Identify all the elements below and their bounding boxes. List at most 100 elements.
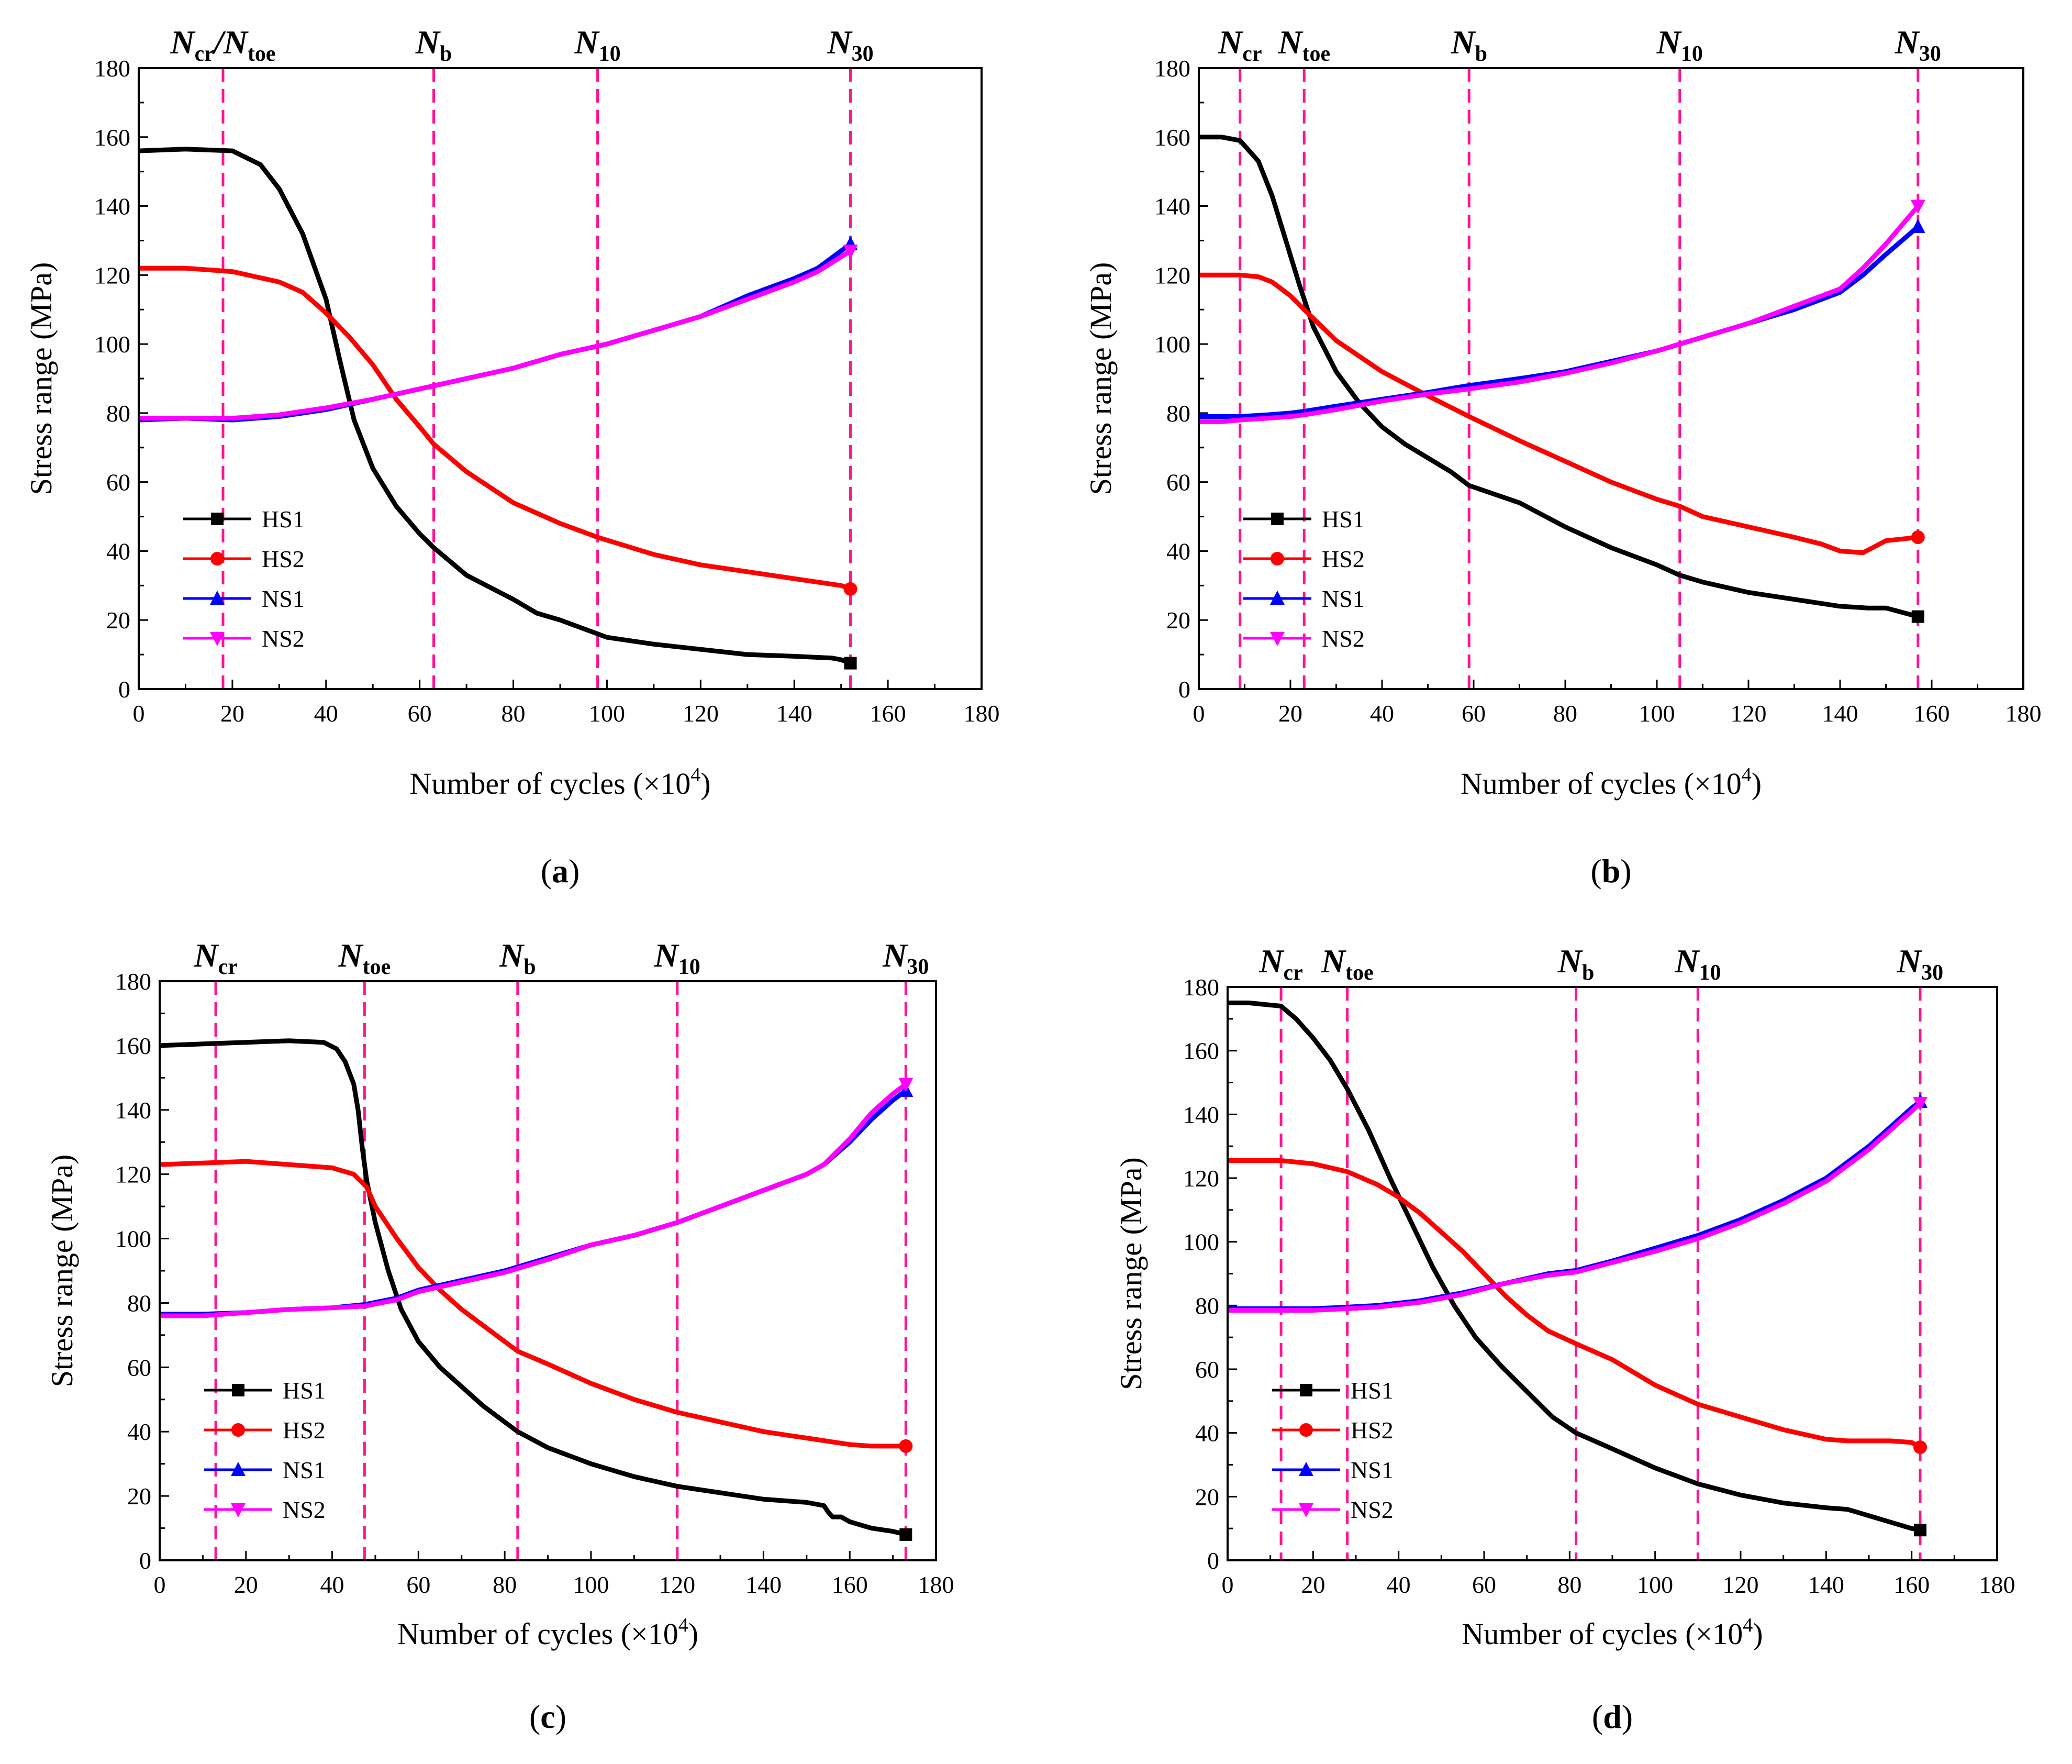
x-tick-label: 180 (918, 1571, 954, 1598)
legend-label-ns2: NS2 (1351, 1496, 1394, 1523)
panel-a: 0 20 40 60 80 100 120 140 160 180 0 20 40 60 80 100 120 1… (24, 24, 1000, 890)
y-axis-title: Stress range (MPa) (1114, 1157, 1148, 1390)
series-line-hs1 (1199, 135, 1921, 619)
x-tick-label: 160 (832, 1571, 868, 1598)
ns2-marker (1910, 199, 1925, 214)
legend: HS1 HS2 NS1 NS2 (1243, 506, 1365, 652)
y-tick-label: 180 (94, 55, 130, 82)
hs1-marker (211, 513, 224, 525)
x-axis-title: Number of cycles (×104) (409, 764, 710, 801)
x-tick-label: 160 (1914, 700, 1950, 727)
x-tick-label: 0 (154, 1571, 166, 1598)
legend-label-hs2: HS2 (283, 1417, 326, 1444)
y-tick-label: 160 (115, 1033, 151, 1059)
hs2-marker (1299, 1423, 1313, 1437)
event-label-cr: Ncr (1258, 942, 1303, 985)
legend-label-hs2: HS2 (1351, 1417, 1394, 1444)
legend: HS1 HS2 NS1 NS2 (183, 506, 305, 652)
hs2-marker (231, 1423, 245, 1437)
series-group (139, 147, 858, 670)
panel-caption: (b) (1590, 852, 1631, 890)
x-tick-label: 160 (870, 700, 906, 727)
ns1-marker (1910, 219, 1925, 234)
legend-label-ns1: NS1 (1322, 585, 1365, 612)
legend-label-hs2: HS2 (1322, 546, 1365, 572)
event-label-10: N10 (654, 937, 700, 979)
ns2-marker (231, 1503, 246, 1517)
hs1-marker (1911, 610, 1924, 623)
ns1-marker (210, 591, 225, 605)
x-tick-label: 60 (1472, 1571, 1496, 1598)
event-label-cr: Ncr (193, 937, 238, 979)
event-label-b: Nb (1557, 942, 1595, 985)
hs1-marker (899, 1528, 912, 1541)
y-tick-label: 100 (1183, 1229, 1219, 1256)
y-tick-label: 140 (1154, 193, 1190, 220)
x-tick-label: 40 (320, 1571, 344, 1598)
x-tick-label: 20 (234, 1571, 258, 1598)
y-tick-label: 100 (94, 331, 130, 358)
event-label-30: N30 (882, 937, 929, 979)
y-tick-label: 180 (115, 968, 151, 995)
y-tick-label: 100 (115, 1226, 151, 1252)
x-tick-label: 80 (502, 700, 526, 727)
y-tick-label: 140 (115, 1097, 151, 1124)
series-line-hs1 (1228, 1000, 1923, 1533)
hs2-marker (1271, 552, 1284, 565)
event-label-10: N10 (1656, 24, 1703, 66)
event-label-toe: Ntoe (1321, 942, 1374, 985)
series-line-hs1 (160, 1038, 908, 1537)
series-line-hs2 (1199, 272, 1921, 556)
event-label-30: N30 (1895, 24, 1941, 66)
y-tick-label: 80 (1195, 1292, 1219, 1319)
legend-label-hs1: HS1 (1322, 506, 1365, 532)
event-label-cr: Ncr/Ntoe (170, 24, 275, 66)
legend-label-hs1: HS1 (1351, 1377, 1394, 1404)
y-tick-label: 80 (106, 400, 130, 427)
y-tick-label: 60 (127, 1354, 151, 1381)
event-label-cr: Ncr (1218, 24, 1262, 66)
y-tick-label: 160 (1154, 124, 1190, 151)
hs1-marker (232, 1384, 244, 1396)
y-tick-label: 80 (127, 1290, 151, 1316)
x-tick-label: 80 (1553, 700, 1577, 727)
ns2-marker (1913, 1097, 1928, 1112)
event-label-10: N10 (574, 24, 620, 66)
legend-label-ns2: NS2 (262, 625, 305, 652)
plot-frame (1227, 986, 1998, 1561)
x-tick-label: 60 (1462, 700, 1486, 727)
series-line-ns2 (1228, 1101, 1923, 1313)
ns1-marker (1299, 1462, 1313, 1476)
y-tick-label: 120 (1154, 262, 1190, 289)
x-tick-label: 20 (220, 700, 244, 727)
ns2-marker (1270, 632, 1285, 646)
x-tick-label: 60 (408, 700, 432, 727)
x-axis-title: Number of cycles (×104) (1462, 1614, 1763, 1651)
x-tick-label: 140 (745, 1571, 782, 1598)
legend-label-hs2: HS2 (262, 546, 305, 572)
x-tick-label: 40 (1387, 1571, 1411, 1598)
y-tick-label: 60 (1195, 1356, 1219, 1383)
event-label-b: Nb (499, 937, 536, 979)
panel-caption: (c) (529, 1698, 566, 1735)
series-line-hs1 (139, 147, 853, 666)
series-line-ns2 (160, 1082, 908, 1318)
x-tick-label: 120 (1731, 700, 1767, 727)
y-tick-label: 20 (127, 1483, 151, 1510)
ns1-marker (1270, 591, 1285, 605)
ns2-marker (1299, 1503, 1313, 1517)
event-label-toe: Ntoe (1277, 24, 1330, 66)
y-tick-label: 40 (106, 538, 130, 564)
plot-frame (138, 67, 983, 690)
y-tick-label: 120 (94, 262, 130, 289)
hs2-marker (210, 552, 224, 565)
series-line-ns2 (139, 248, 853, 421)
event-label-30: N30 (1897, 942, 1943, 985)
ns2-marker (210, 632, 225, 646)
y-tick-label: 40 (1166, 538, 1190, 564)
y-tick-label: 0 (1207, 1547, 1219, 1574)
hs1-marker (844, 657, 857, 670)
panel-c: 0 20 40 60 80 100 120 140 160 180 0 20 40 60 80 100 120 1… (45, 937, 954, 1735)
x-tick-label: 180 (1979, 1571, 2015, 1598)
x-tick-label: 100 (573, 1571, 609, 1598)
